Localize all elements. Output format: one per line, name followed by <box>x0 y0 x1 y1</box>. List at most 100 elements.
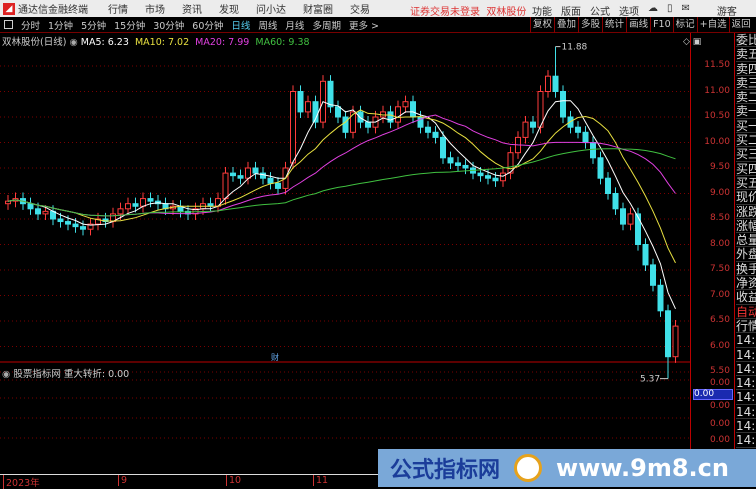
candle-body <box>672 325 679 358</box>
candle-body <box>425 126 431 133</box>
indicator-label-text: 股票指标网 重大转折: 0.00 <box>13 369 130 380</box>
candle-body <box>252 167 259 174</box>
quote-row-label: 14:50 <box>736 419 756 434</box>
menu-item-right[interactable]: 选项 <box>619 7 639 18</box>
candle-body <box>312 101 319 123</box>
sidebar-toggle-icon[interactable] <box>4 20 13 29</box>
tab-period[interactable]: 月线 <box>285 20 305 32</box>
quote-row-label: 卖四 <box>736 62 756 76</box>
quote-row-label: 买二 <box>736 133 756 148</box>
candle-body <box>642 244 649 266</box>
date-tick-label: 10 <box>226 475 241 486</box>
toolbar-button[interactable]: 返回 <box>728 17 753 33</box>
candlestick-chart[interactable]: 11.88 5.37 财 <box>0 33 690 474</box>
toolbar-button[interactable]: 统计 <box>602 17 626 33</box>
menu-item[interactable]: 市场 <box>145 5 165 16</box>
message-icon[interactable]: ✉ <box>681 3 690 14</box>
quote-row-label: 行情 <box>736 319 756 334</box>
indicator-tick-label: 0.00 <box>709 435 730 445</box>
price-tick-label: 8.00 <box>709 238 730 249</box>
phone-icon[interactable]: ▯ <box>667 3 673 14</box>
ma5-line <box>7 100 676 310</box>
quote-row-label: 卖二 <box>736 90 756 105</box>
toolbar-button[interactable]: +自选 <box>696 17 729 33</box>
tab-period[interactable]: 更多 > <box>348 20 379 32</box>
toolbar-button[interactable]: F10 <box>650 17 673 33</box>
tab-period[interactable]: 多周期 <box>312 20 341 32</box>
menu-item[interactable]: 行情 <box>108 5 128 16</box>
login-status[interactable]: 证券交易未登录 双林股份 <box>410 3 526 18</box>
menu-item-right[interactable]: 功能 <box>532 7 552 18</box>
tab-period[interactable]: 60分钟 <box>192 20 224 32</box>
candle-body <box>87 223 94 230</box>
quote-row-label: 委比 <box>736 33 756 48</box>
candle-body <box>27 203 34 210</box>
settings-icon[interactable]: ◉ <box>69 37 78 48</box>
menu-item-right[interactable]: 版面 <box>561 7 581 18</box>
candle-body <box>297 91 304 113</box>
price-tick-label: 11.50 <box>704 60 730 70</box>
quote-row-label: 涨跌 <box>736 205 756 219</box>
candle-body <box>455 162 461 166</box>
candle-body <box>230 172 236 177</box>
candle-body <box>477 172 484 177</box>
user-label[interactable]: 游客 <box>716 7 737 18</box>
toolbar-button[interactable]: 叠加 <box>554 17 578 33</box>
candle-body <box>260 172 266 179</box>
candle-body <box>530 121 536 128</box>
menu-item[interactable]: 财富圈 <box>303 5 333 16</box>
quote-row-label: 净资 <box>736 276 756 291</box>
menu-item[interactable]: 交易 <box>350 5 370 16</box>
watermark-logo-icon <box>514 454 543 482</box>
tab-period[interactable]: 5分钟 <box>81 20 107 32</box>
low-price-label: 5.37 <box>640 375 660 385</box>
menu-item[interactable]: 资讯 <box>182 5 202 16</box>
watermark: 公式指标网 www.9m8.cn <box>378 449 756 487</box>
candle-body <box>5 200 11 205</box>
candle-body <box>612 193 619 210</box>
price-tick-label: 8.50 <box>709 213 730 223</box>
cloud-icon[interactable]: ☁ <box>648 3 658 14</box>
tab-period[interactable]: 分时 <box>21 20 41 32</box>
candle-body <box>560 91 566 118</box>
quote-row-label: 14:50 <box>736 361 756 377</box>
price-tick-label: 6.00 <box>709 340 730 351</box>
candle-body <box>357 111 364 123</box>
toolbar-button[interactable]: 标记 <box>672 17 697 33</box>
menubar: ◢ 通达信金融终端 行情 市场 资讯 发现 问小达 财富圈 交易 证券交易未登录 双林股份 … <box>0 0 756 18</box>
tab-period[interactable]: 周线 <box>258 20 278 32</box>
candle-body <box>57 218 64 223</box>
menu-item-right[interactable]: 公式 <box>590 7 610 18</box>
candle-body <box>590 142 596 159</box>
quote-row-label: 涨幅 <box>736 219 756 234</box>
date-tick-label: 9 <box>118 475 127 486</box>
candle-body <box>267 177 274 184</box>
menu-item[interactable]: 问小达 <box>256 5 286 16</box>
toolbar-button[interactable]: 复权 <box>530 17 554 33</box>
chart-corner-icons[interactable]: ◇ ▣ <box>683 37 702 47</box>
price-tick-label: 6.50 <box>709 315 730 325</box>
ma10-line <box>7 109 676 264</box>
indicator-current-value: 0.00 <box>693 389 733 400</box>
tab-period[interactable]: 30分钟 <box>153 20 185 32</box>
app-logo-icon: ◢ <box>3 2 15 15</box>
event-marker-icon[interactable]: 财 <box>271 352 279 362</box>
toolbar-button[interactable]: 多股 <box>578 17 602 33</box>
tab-period[interactable]: 1分钟 <box>48 20 74 32</box>
toolbar-button[interactable]: 画线 <box>626 17 650 33</box>
menu-item[interactable]: 发现 <box>219 5 239 16</box>
tab-period[interactable]: 15分钟 <box>114 20 146 32</box>
price-tick-label: 10.00 <box>704 136 730 147</box>
period-toolbar: 分时 1分钟 5分钟 15分钟 30分钟 60分钟 日线 周线 月线 多周期 更多 > 复权 叠加 多股… <box>0 17 756 33</box>
candle-body <box>432 131 439 138</box>
candle-body <box>222 172 229 200</box>
date-tick-label: 11 <box>313 475 328 486</box>
quote-row-label: 自动 <box>736 305 756 319</box>
indicator-settings-icon[interactable]: ◉ <box>2 369 11 380</box>
tab-period[interactable]: 日线 <box>231 20 251 32</box>
quote-row-label: 14:50 <box>736 376 756 391</box>
quote-row-label: 总量 <box>736 233 756 248</box>
candle-body <box>552 75 559 93</box>
quote-row-label: 现价 <box>736 190 756 205</box>
indicator-label: ◉ 股票指标网 重大转折: 0.00 <box>2 366 129 380</box>
